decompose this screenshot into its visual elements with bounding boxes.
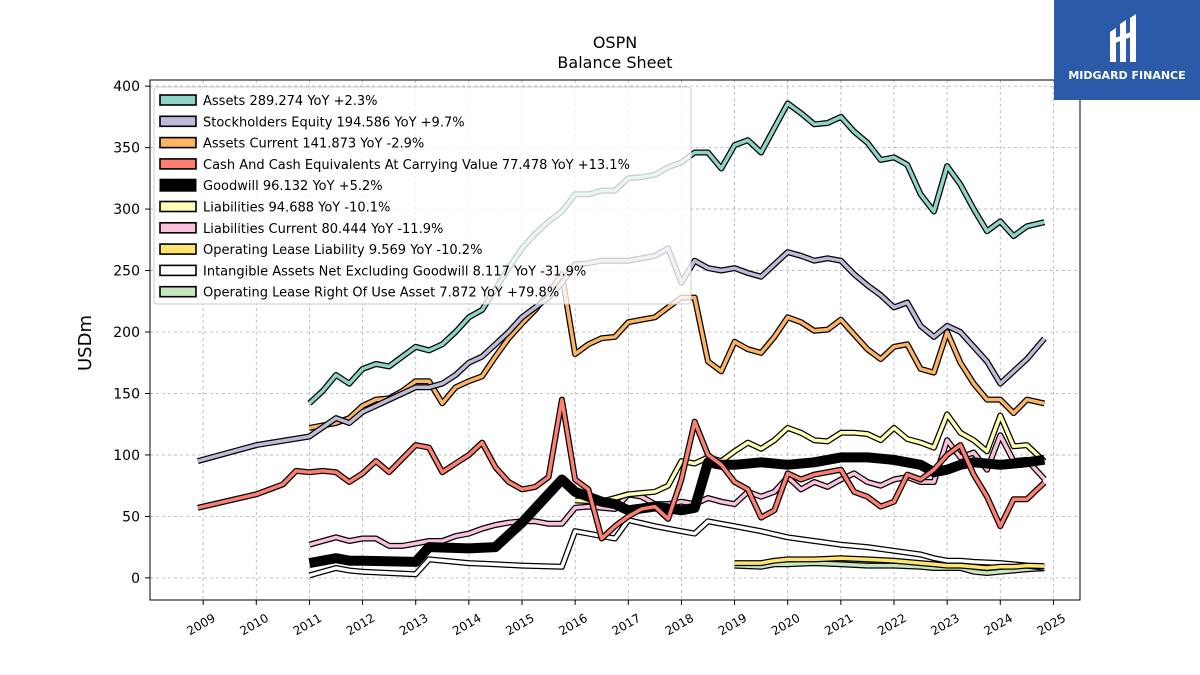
legend-label: Liabilities 94.688 YoY -10.1% (203, 201, 390, 216)
legend-label: Goodwill 96.132 YoY +5.2% (203, 179, 383, 194)
x-tick-label: 2023 (928, 611, 961, 638)
x-tick-label: 2019 (716, 611, 749, 638)
x-tick-label: 2015 (503, 611, 536, 638)
legend: Assets 289.274 YoY +2.3% Stockholders Equ… (153, 86, 692, 305)
legend-swatch (159, 136, 197, 149)
x-tick-label: 2014 (450, 611, 483, 638)
x-tick-label: 2010 (238, 611, 271, 638)
brand-name: MIDGARD FINANCE (1068, 69, 1186, 82)
legend-swatch (159, 285, 197, 298)
legend-label: Intangible Assets Net Excluding Goodwill… (203, 264, 586, 279)
y-tick-label: 300 (113, 202, 140, 218)
legend-label: Assets Current 141.873 YoY -2.9% (203, 137, 424, 152)
legend-label: Liabilities Current 80.444 YoY -11.9% (203, 222, 443, 237)
series-cash-and-cash-equivalents-at-carrying-value (197, 396, 1047, 542)
chart-subtitle: Balance Sheet (557, 53, 672, 72)
legend-swatch (159, 158, 197, 170)
x-tick-label: 2021 (822, 611, 855, 638)
legend-label: Operating Lease Liability 9.569 YoY -10.… (203, 243, 482, 258)
series-line (308, 452, 1046, 569)
chart-title: OSPN (593, 33, 637, 52)
y-tick-label: 50 (122, 509, 140, 525)
y-tick-label: 150 (113, 386, 140, 402)
y-tick-label: 350 (113, 141, 140, 157)
y-tick-label: 200 (113, 325, 140, 341)
x-tick-label: 2024 (982, 611, 1015, 638)
x-tick-label: 2017 (610, 611, 643, 638)
x-tick-label: 2022 (875, 611, 908, 638)
series-line (734, 561, 1045, 575)
legend-label: Assets 289.274 YoY +2.3% (203, 94, 378, 109)
x-tick-label: 2012 (344, 611, 377, 638)
x-tick-label: 2020 (769, 611, 802, 638)
legend-swatch (159, 200, 197, 213)
x-tick-label: 2018 (663, 611, 696, 638)
x-tick-label: 2009 (184, 611, 217, 638)
y-tick-label: 0 (131, 571, 140, 587)
series-line (734, 556, 1045, 570)
legend-swatch (159, 178, 197, 192)
legend-swatch (159, 115, 197, 128)
legend-label: Operating Lease Right Of Use Asset 7.872… (203, 286, 559, 301)
series-intangible-assets-net-excluding-goodwill (308, 517, 1045, 579)
series-line (308, 518, 1045, 578)
y-axis-label: USDm (75, 315, 96, 371)
legend-swatch (159, 264, 197, 277)
x-tick-label: 2016 (556, 611, 589, 638)
legend-swatch (159, 94, 197, 106)
legend-label: Cash And Cash Equivalents At Carrying Va… (203, 158, 630, 173)
y-tick-label: 250 (113, 264, 140, 280)
series-operating-lease-liability (734, 555, 1045, 571)
series-goodwill (308, 452, 1046, 569)
x-tick-label: 2011 (291, 611, 324, 638)
y-tick-label: 400 (113, 79, 140, 95)
legend-box (153, 86, 692, 305)
legend-swatch (159, 243, 197, 255)
x-tick-label: 2025 (1035, 611, 1068, 638)
x-tick-label: 2013 (397, 611, 430, 638)
legend-label: Stockholders Equity 194.586 YoY +9.7% (203, 115, 465, 130)
series-line (197, 397, 1046, 541)
legend-swatch (159, 222, 197, 234)
brand-logo: MIDGARD FINANCE (1054, 0, 1200, 100)
plot-frame (149, 79, 1081, 601)
series-operating-lease-right-of-use-asset (734, 560, 1045, 576)
y-tick-label: 100 (113, 448, 140, 464)
midgard-logo-icon (1110, 14, 1136, 62)
